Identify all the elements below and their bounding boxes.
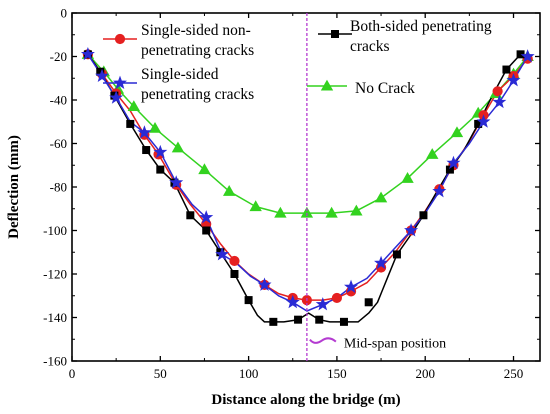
mid-span-annotation: Mid-span position: [309, 337, 446, 352]
series-1-point: [153, 144, 168, 159]
series-3-point: [450, 126, 464, 138]
series-1-point: [315, 297, 330, 311]
series-3-point: [374, 191, 388, 203]
legend-label-2: cracks: [350, 38, 390, 55]
y-tick-label: 0: [61, 6, 68, 21]
series-3-point: [198, 163, 211, 175]
series-2-point: [269, 317, 278, 326]
series-1-point: [432, 183, 447, 198]
series-1-point: [95, 68, 110, 83]
series-0-point: [492, 86, 503, 97]
series-3-point: [249, 200, 262, 212]
series-2-point: [516, 50, 525, 59]
series-1-point: [137, 125, 152, 139]
x-tick-label: 0: [69, 366, 76, 381]
x-tick-label: 100: [239, 366, 259, 381]
legend-label-2: Both-sided penetrating: [350, 18, 492, 35]
series-3-point: [426, 148, 439, 159]
series-1-point: [520, 49, 535, 63]
series-1-point: [257, 277, 272, 291]
y-tick-label: -40: [50, 93, 67, 108]
series-3-point: [127, 100, 141, 112]
y-axis-title: Deflection (mm): [6, 135, 22, 239]
series-1-point: [344, 279, 359, 294]
y-tick-label: -140: [43, 310, 67, 325]
series-2-point: [392, 250, 401, 259]
series-3-point: [350, 204, 363, 216]
legend-marker-2: [331, 30, 339, 38]
series-2-point: [202, 226, 211, 235]
series-3-point: [222, 185, 236, 196]
legend-label-3: No Crack: [355, 80, 415, 97]
series-2-point: [96, 67, 105, 76]
legend-label-1: penetrating cracks: [141, 86, 254, 103]
y-tick-label: -120: [43, 267, 67, 282]
series-2-point: [445, 165, 454, 174]
series-1-point: [169, 175, 184, 189]
series-2-point: [126, 119, 135, 128]
series-1-point: [109, 90, 124, 104]
series-2-point: [156, 165, 165, 174]
x-tick-label: 50: [154, 366, 167, 381]
series-2-point: [364, 298, 373, 307]
series-2-point: [244, 296, 253, 305]
y-tick-label: -80: [50, 180, 67, 195]
series-2-point: [315, 315, 324, 324]
series-3-point: [148, 121, 162, 133]
series-1-point: [374, 255, 389, 270]
x-axis-ticks: 0 50 100 150 200 250: [69, 13, 524, 381]
series-3-point: [171, 141, 185, 153]
series-3-point: [325, 206, 338, 218]
y-tick-label: -20: [50, 49, 67, 64]
legend-marker-3: [320, 79, 334, 91]
series-1-point: [506, 73, 521, 87]
series-1-point: [199, 210, 214, 224]
legend: Single-sided non-penetrating cracks Singl…: [103, 18, 492, 103]
series-2-point: [474, 119, 483, 128]
series-3-point: [401, 171, 414, 183]
series-3-point: [274, 206, 287, 218]
series-2-point: [502, 65, 511, 74]
y-tick-label: -60: [50, 136, 67, 151]
series-2-point: [419, 211, 428, 220]
x-axis-title: Distance along the bridge (m): [211, 392, 400, 408]
series-2-point: [339, 317, 348, 326]
legend-label-1: Single-sided: [141, 66, 219, 83]
series-1-point: [404, 223, 419, 237]
series-3-point: [300, 206, 314, 218]
legend-marker-1: [112, 75, 128, 89]
series-0-point: [229, 255, 240, 267]
series-1-point: [446, 155, 461, 170]
series-2-point: [294, 315, 303, 324]
series-2-point: [186, 211, 195, 220]
x-tick-label: 250: [504, 366, 524, 381]
annotation-arrow: [309, 337, 337, 344]
y-tick-label: -100: [43, 223, 67, 238]
series-1-point: [285, 294, 300, 309]
series-markers: [80, 46, 535, 326]
legend-label-0: Single-sided non-: [141, 22, 251, 39]
x-tick-label: 150: [327, 366, 347, 381]
series-2-point: [230, 270, 239, 278]
y-tick-label: -160: [43, 354, 67, 369]
x-tick-label: 200: [415, 366, 435, 381]
series-1-point: [215, 247, 230, 261]
series-1-point: [80, 46, 95, 61]
series-1-point: [476, 114, 491, 128]
y-axis-ticks: 0 -20 -40 -60 -80 -100 -120 -140 -160: [43, 6, 540, 369]
series-0-point: [331, 292, 343, 304]
series-1-point: [492, 94, 507, 109]
legend-label-0: penetrating cracks: [141, 42, 254, 59]
annotation-text: Mid-span position: [344, 337, 446, 352]
legend-marker-0: [114, 33, 126, 45]
series-2-point: [142, 146, 151, 155]
